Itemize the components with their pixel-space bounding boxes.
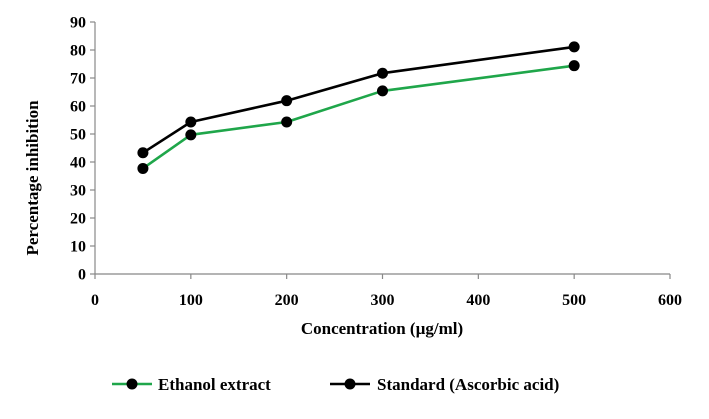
legend-item: Ethanol extract xyxy=(112,375,271,394)
data-point xyxy=(137,162,149,174)
legend: Ethanol extract Standard (Ascorbic acid) xyxy=(112,375,559,394)
y-tick-label: 20 xyxy=(70,211,86,228)
x-tick-label: 400 xyxy=(466,292,490,309)
y-tick-label: 70 xyxy=(70,71,86,88)
data-point xyxy=(377,67,388,79)
x-tick-label: 600 xyxy=(658,292,682,309)
x-tick-label: 200 xyxy=(275,292,299,309)
x-tick-label: 0 xyxy=(91,292,99,309)
legend-label: Standard (Ascorbic acid) xyxy=(377,375,559,394)
series-2 xyxy=(137,41,580,159)
data-point xyxy=(568,60,580,72)
legend-marker xyxy=(344,378,356,390)
data-point xyxy=(281,116,293,128)
y-tick-label: 30 xyxy=(70,183,86,200)
y-axis-title: Percentage inhibition xyxy=(23,100,42,256)
axes: 0 10 20 30 40 50 60 70 80 90 0 100 200 300 400 500 600 xyxy=(70,15,682,310)
y-tick-label: 40 xyxy=(70,155,86,172)
x-axis-title: Concentration (µg/ml) xyxy=(301,319,463,338)
y-tick-label: 10 xyxy=(70,239,86,256)
series-layer xyxy=(137,41,580,174)
y-tick-label: 80 xyxy=(70,43,86,60)
legend-marker xyxy=(126,378,138,390)
x-tick-label: 300 xyxy=(371,292,395,309)
y-tick-label: 0 xyxy=(78,267,86,284)
legend-item: Standard (Ascorbic acid) xyxy=(330,375,559,394)
series-1 xyxy=(137,60,580,174)
data-point xyxy=(137,147,149,159)
y-tick-label: 60 xyxy=(70,99,86,116)
data-point xyxy=(185,116,197,128)
data-point xyxy=(185,129,197,141)
legend-label: Ethanol extract xyxy=(158,375,271,394)
data-point xyxy=(281,95,293,107)
data-point xyxy=(377,85,388,97)
y-tick-label: 50 xyxy=(70,127,86,144)
x-tick-label: 100 xyxy=(179,292,203,309)
x-tick-label: 500 xyxy=(562,292,586,309)
y-tick-label: 90 xyxy=(70,15,86,32)
data-point xyxy=(568,41,580,53)
